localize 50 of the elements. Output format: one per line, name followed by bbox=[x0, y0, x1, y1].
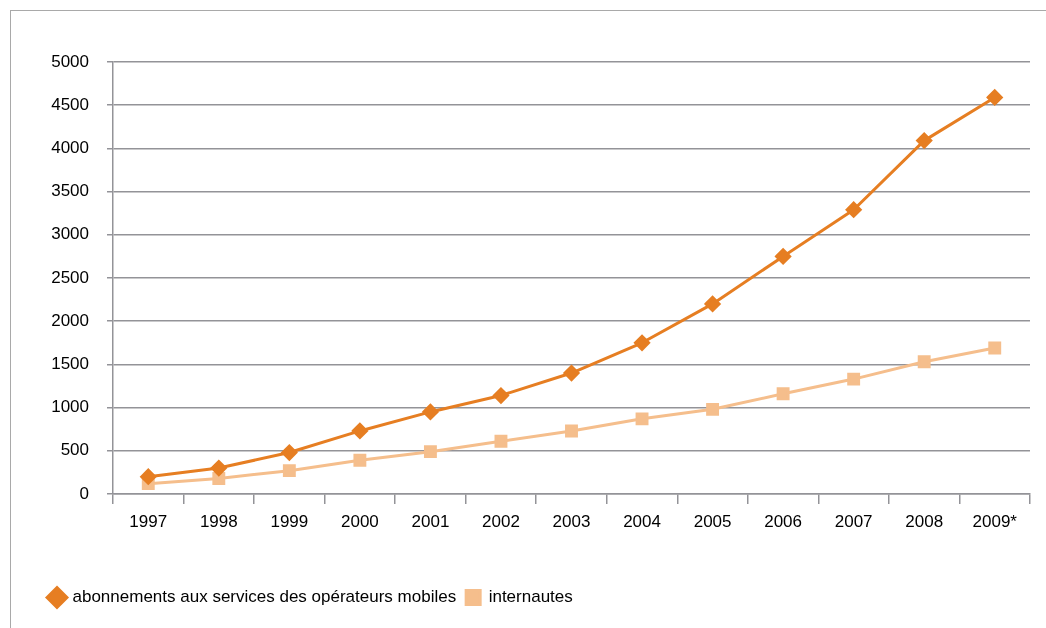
x-tick-label: 2001 bbox=[411, 511, 450, 531]
y-tick-label: 4000 bbox=[51, 138, 89, 158]
point bbox=[917, 355, 931, 369]
point bbox=[565, 424, 578, 438]
point bbox=[845, 201, 862, 218]
point bbox=[282, 464, 296, 478]
y-tick-label: 0 bbox=[79, 483, 89, 503]
point bbox=[423, 445, 437, 459]
x-tick-label: 2005 bbox=[693, 511, 732, 531]
x-tick-label: 1998 bbox=[199, 511, 238, 531]
point bbox=[422, 403, 439, 420]
x-tick-label: 2002 bbox=[482, 511, 520, 531]
point bbox=[210, 460, 227, 477]
x-tick-label: 2008 bbox=[905, 511, 944, 531]
point bbox=[988, 341, 1002, 355]
legend-label: abonnements aux services des opérateurs mobiles bbox=[72, 587, 457, 607]
x-tick-label: 2006 bbox=[764, 511, 803, 531]
point bbox=[563, 365, 580, 382]
x-tick-label: 1997 bbox=[129, 511, 168, 531]
point bbox=[635, 412, 649, 426]
y-tick-label: 5000 bbox=[51, 51, 89, 71]
point bbox=[706, 402, 720, 416]
y-tick-label: 3000 bbox=[51, 224, 89, 244]
y-tick-label: 1000 bbox=[51, 397, 89, 417]
x-tick-label: 2009* bbox=[972, 511, 1018, 531]
point bbox=[916, 132, 933, 149]
y-tick-label: 2500 bbox=[51, 267, 89, 287]
y-tick-label: 4500 bbox=[51, 94, 89, 114]
point bbox=[775, 248, 792, 265]
point bbox=[140, 468, 157, 485]
x-tick-label: 2004 bbox=[623, 511, 661, 531]
legend-label: internautes bbox=[488, 587, 573, 607]
x-tick-label: 2000 bbox=[340, 511, 379, 531]
y-tick-label: 1500 bbox=[51, 354, 89, 374]
point bbox=[351, 422, 368, 439]
x-tick-label: 2007 bbox=[834, 511, 873, 531]
point bbox=[492, 387, 509, 404]
point bbox=[704, 295, 721, 312]
point bbox=[634, 334, 651, 351]
y-tick-label: 3500 bbox=[51, 181, 89, 201]
point bbox=[494, 434, 508, 448]
point bbox=[986, 89, 1003, 106]
y-tick-label: 2000 bbox=[51, 310, 89, 330]
x-tick-label: 1999 bbox=[270, 511, 309, 531]
y-tick-label: 500 bbox=[60, 440, 89, 460]
point bbox=[776, 387, 790, 401]
point bbox=[281, 444, 298, 461]
x-tick-label: 2003 bbox=[552, 511, 591, 531]
point bbox=[353, 453, 367, 467]
point bbox=[847, 372, 861, 386]
